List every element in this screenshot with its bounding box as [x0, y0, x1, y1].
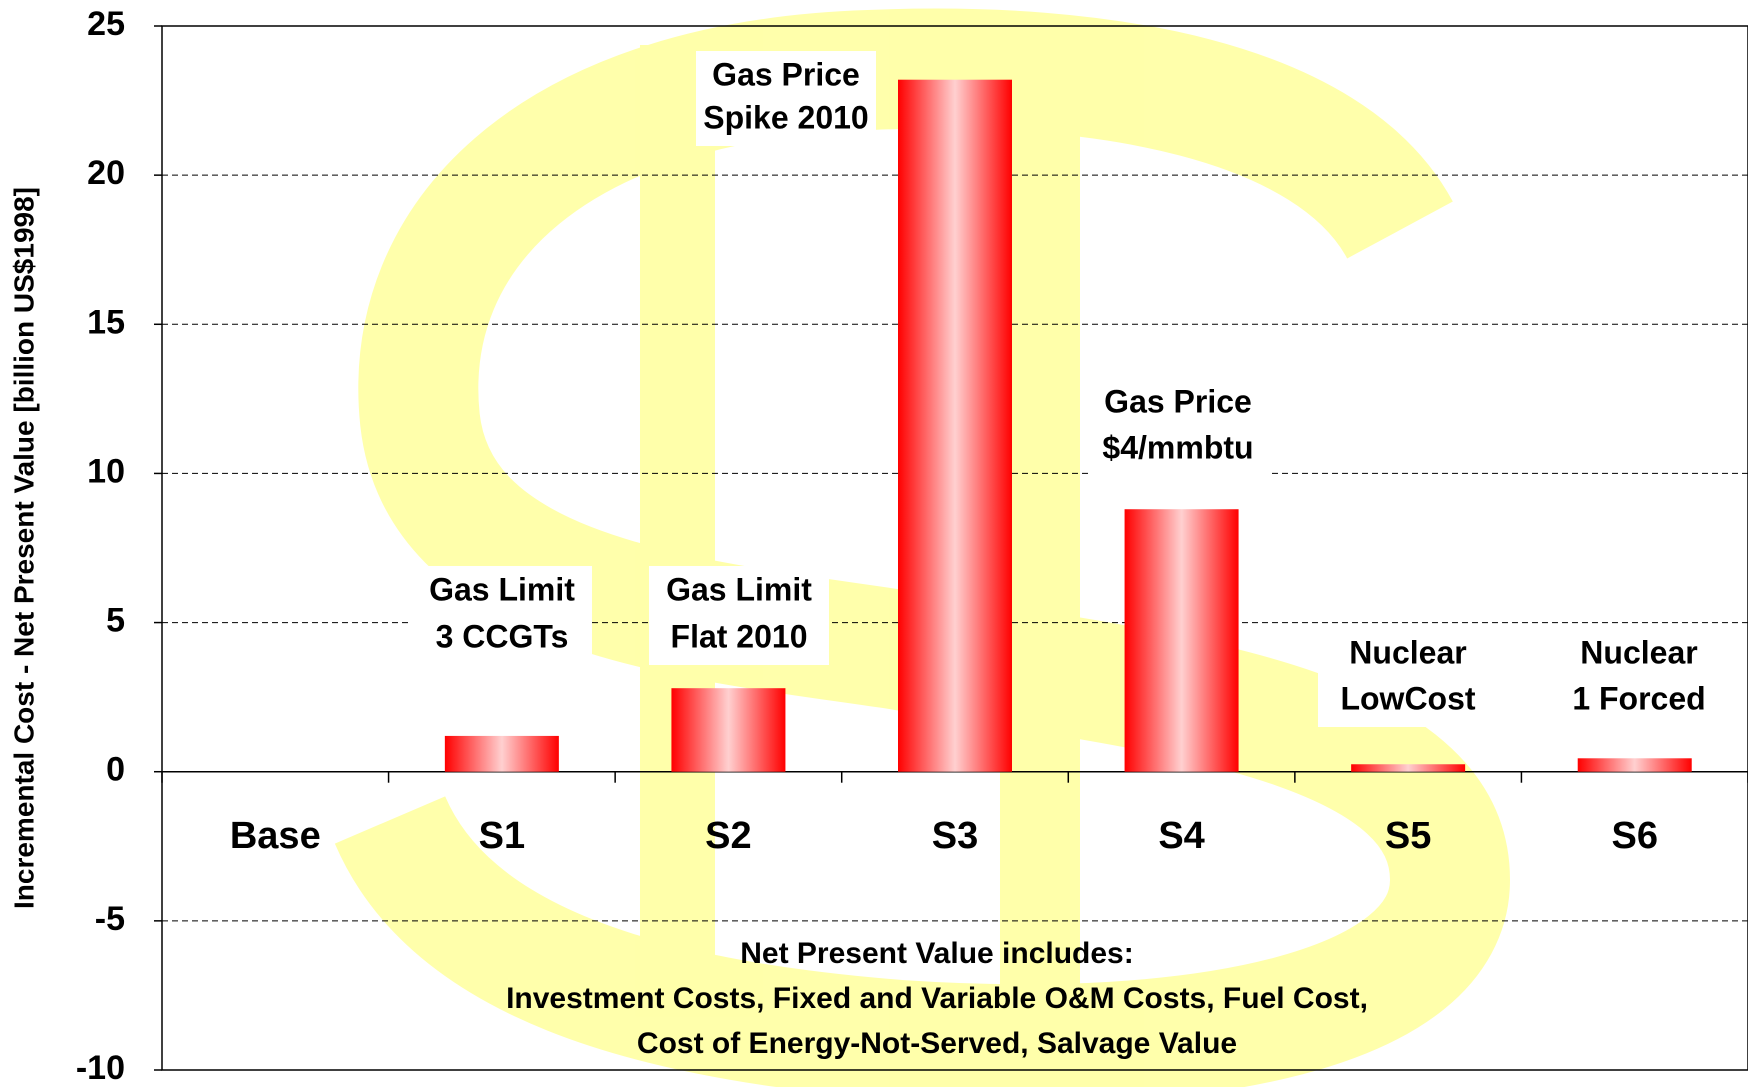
bar-label: Gas Price	[1104, 383, 1252, 419]
bar-label: LowCost	[1340, 680, 1475, 716]
note: Investment Costs, Fixed and Variable O&M…	[506, 982, 1368, 1015]
bar-label: Gas Limit	[429, 571, 575, 607]
bar	[671, 688, 785, 772]
bar	[1578, 758, 1692, 771]
bar-label: 3 CCGTs	[436, 618, 569, 654]
chart: Incremental Cost - Net Present Value [bi…	[0, 0, 1748, 1087]
bar-label: Nuclear	[1580, 634, 1697, 670]
bar	[1125, 509, 1239, 771]
x-tick-label: S4	[1158, 815, 1204, 857]
bar	[898, 80, 1012, 772]
y-tick-label: 25	[87, 5, 125, 43]
y-tick-label: 10	[87, 452, 125, 490]
x-tick-label: S3	[932, 815, 978, 857]
x-tick-label: S2	[705, 815, 751, 857]
bar-label: Spike 2010	[703, 99, 868, 135]
y-tick-label: -10	[76, 1049, 125, 1087]
y-tick-label: 15	[87, 303, 125, 341]
bar	[445, 736, 559, 772]
bar-label: Flat 2010	[671, 618, 808, 654]
y-tick-label: 0	[106, 751, 125, 789]
x-tick-label: S1	[479, 815, 525, 857]
bar-label: Gas Limit	[666, 571, 812, 607]
y-tick-label: 5	[106, 602, 125, 640]
y-tick-label: 20	[87, 154, 125, 192]
bar-label: 1 Forced	[1572, 680, 1705, 716]
x-tick-label: S6	[1611, 815, 1657, 857]
x-tick-label: Base	[230, 815, 321, 857]
bar	[1351, 764, 1465, 771]
note: Net Present Value includes:	[740, 937, 1133, 970]
x-tick-label: S5	[1385, 815, 1431, 857]
bar-label: $4/mmbtu	[1102, 429, 1253, 465]
note: Cost of Energy-Not-Served, Salvage Value	[637, 1027, 1237, 1060]
bar-label: Gas Price	[712, 56, 860, 92]
y-tick-label: -5	[95, 900, 125, 938]
y-axis-label: Incremental Cost - Net Present Value [bi…	[8, 187, 39, 909]
bar-label: Nuclear	[1349, 634, 1466, 670]
